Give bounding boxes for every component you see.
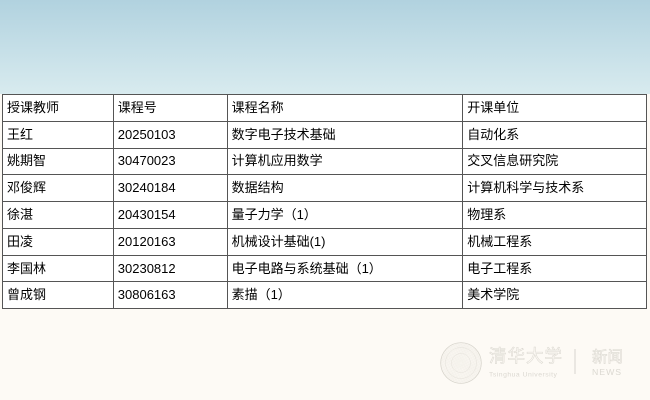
svg-text:清华大学: 清华大学	[489, 346, 563, 366]
svg-text:新闻: 新闻	[592, 348, 623, 366]
svg-text:NEWS: NEWS	[592, 367, 622, 377]
svg-text:Tsinghua University: Tsinghua University	[489, 372, 558, 379]
